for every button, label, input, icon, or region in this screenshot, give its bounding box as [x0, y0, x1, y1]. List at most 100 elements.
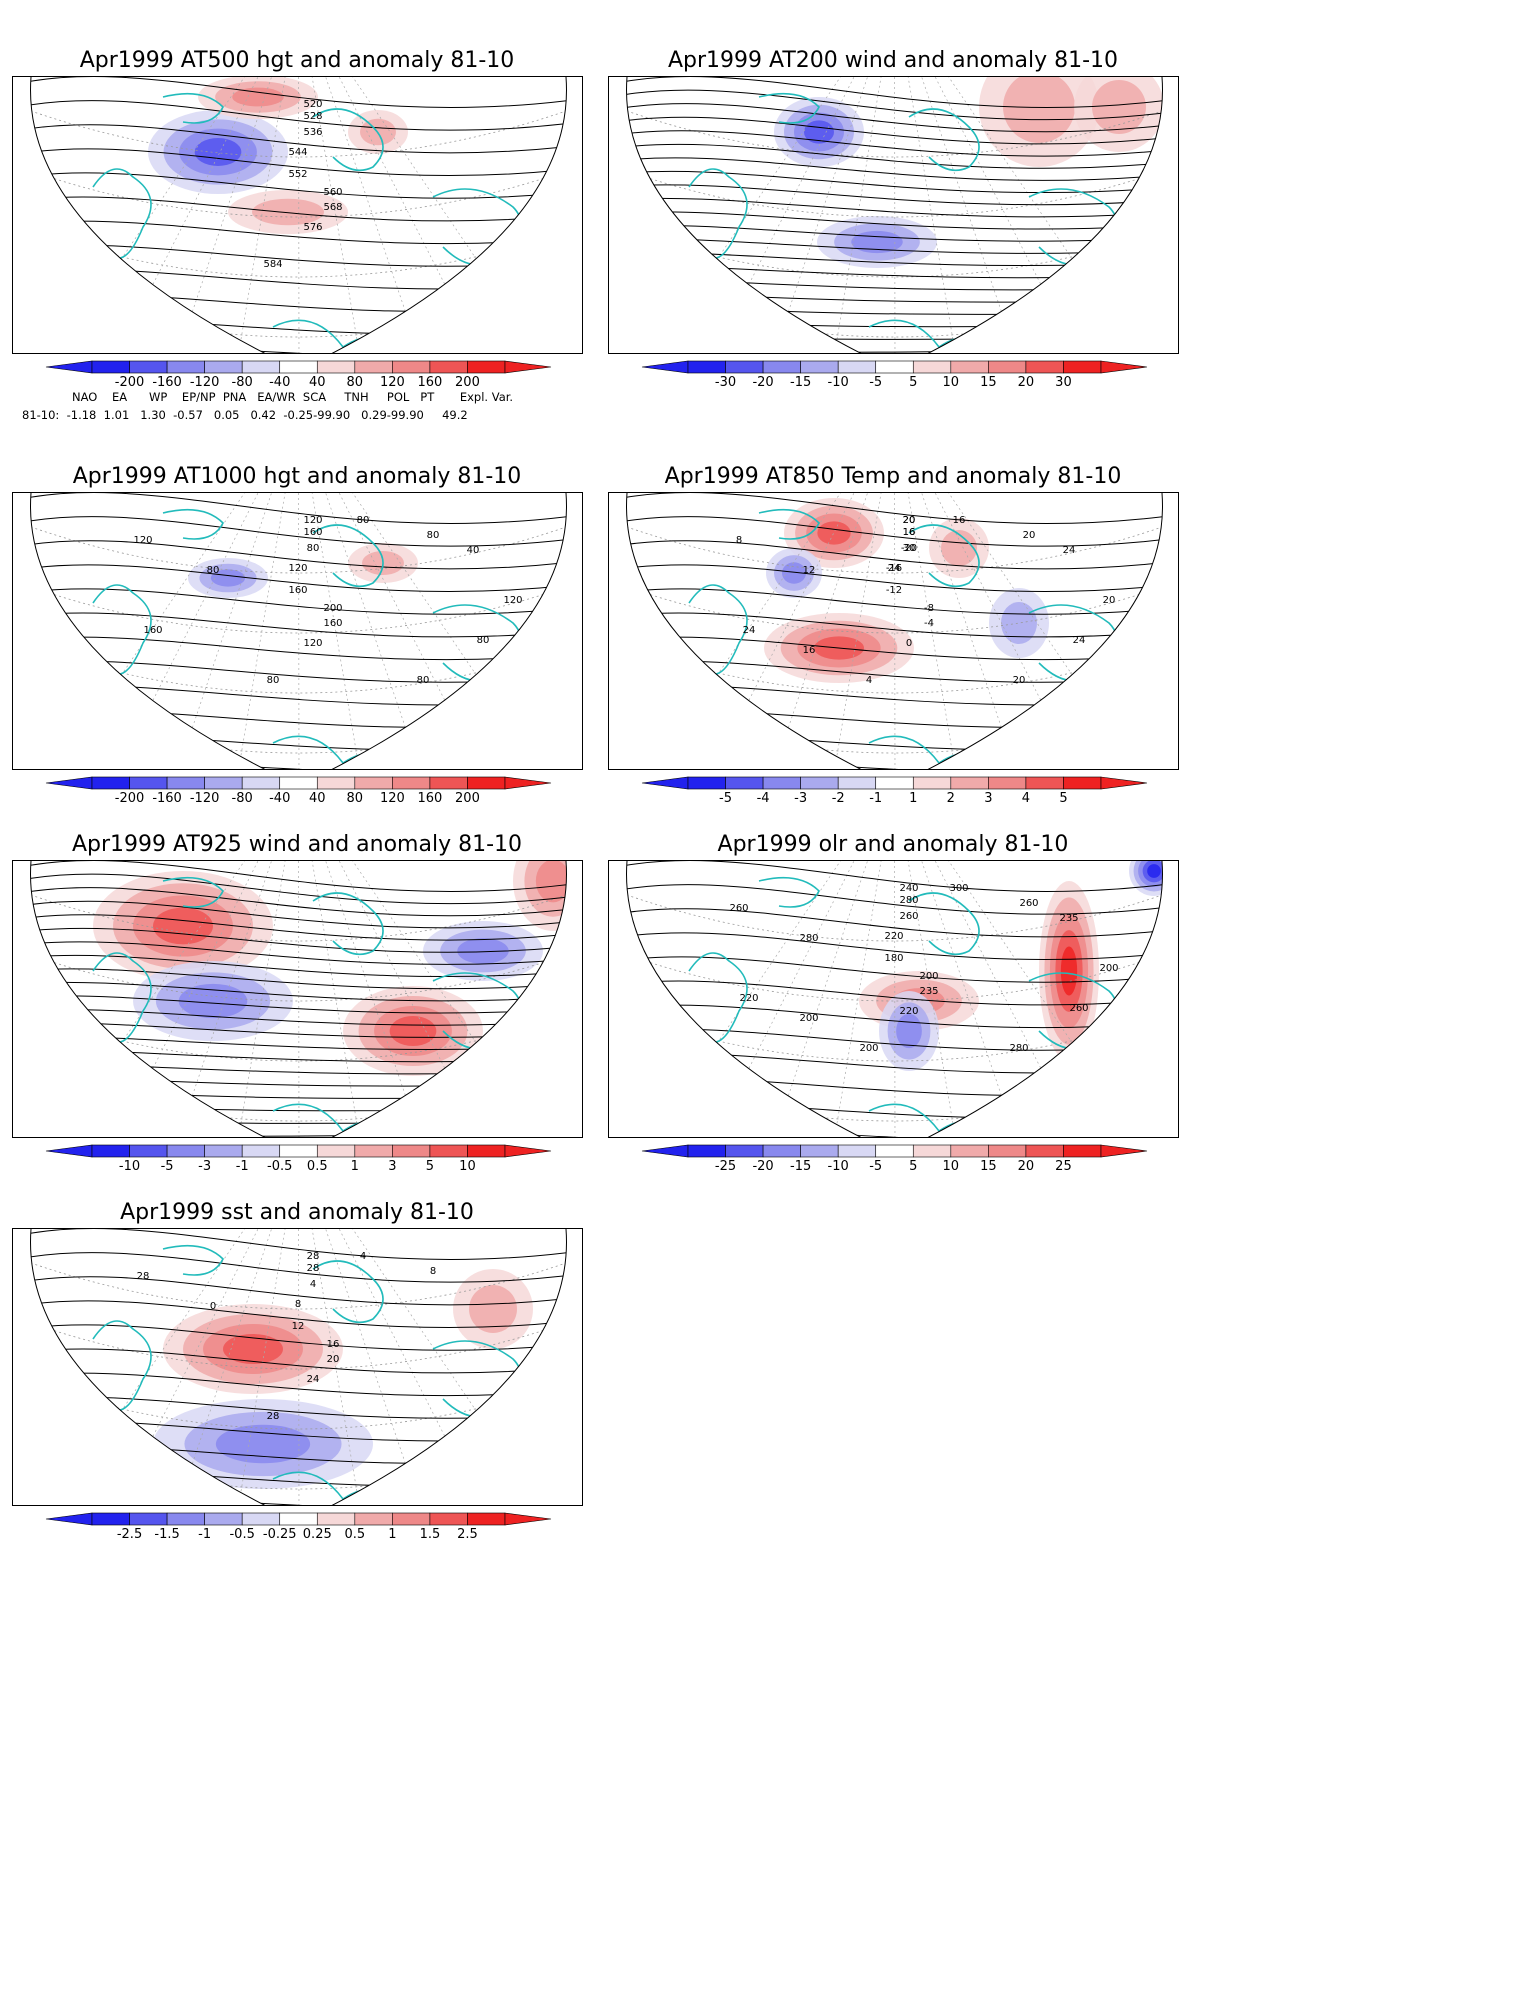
olr-contour-line	[626, 932, 1163, 961]
at500-colorbar-segment	[354, 360, 393, 374]
at925-latitude-line	[30, 1060, 567, 1122]
at1000-contour-label: 80	[427, 530, 440, 541]
at1000-contour-line	[30, 540, 567, 570]
at500-contour-label: 544	[288, 147, 307, 158]
at850-contour-label: 24	[1073, 635, 1086, 646]
at850-contour-label: 20	[903, 515, 916, 526]
at925-contour-line	[30, 887, 567, 917]
olr-contour-label: 220	[884, 931, 903, 942]
at1000-colorbar-tick-label: -40	[269, 791, 291, 806]
olr-colorbar-segment	[837, 1144, 877, 1158]
at500-contour-line	[30, 196, 567, 222]
at1000-colorbar-high-arrow	[504, 776, 552, 790]
at1000-colorbar-segment	[91, 776, 130, 790]
at850-colorbar-segment	[687, 776, 726, 790]
at200-contour-line	[626, 157, 1163, 181]
at850-colorbar-tick-label: -3	[794, 791, 808, 806]
at925-contour-line	[30, 873, 567, 905]
at1000-meridian-line	[42, 493, 299, 769]
at500-contour-line	[30, 77, 567, 108]
at925-coastline	[162, 876, 224, 908]
olr-contour-label: 260	[1019, 898, 1038, 909]
at1000-contour-line	[30, 636, 567, 661]
at1000-colorbar-segment	[316, 776, 356, 790]
map-at500: 520 528 536 544 552 560 568 576 584	[12, 76, 583, 354]
sst-colorbar-segment	[279, 1512, 318, 1526]
at925-colorbar-segment	[166, 1144, 205, 1158]
at1000-coastline	[52, 584, 152, 675]
at850-colorbar-segment	[950, 776, 989, 790]
olr-coastline	[758, 876, 820, 908]
at1000-contour-label: 160	[303, 527, 322, 538]
at200-colorbar-segment	[912, 360, 952, 374]
olr-meridian-line	[830, 861, 895, 1137]
at1000-contour-label: 80	[357, 515, 370, 526]
olr-colorbar-tick-label: 20	[1017, 1159, 1035, 1174]
sst-meridian-line	[106, 1229, 299, 1505]
sst-projection-boundary	[30, 1229, 567, 1505]
at200-contour-line	[626, 116, 1163, 145]
at500-colorbar-segment	[241, 360, 281, 374]
at850-contour-label: -8	[924, 603, 934, 614]
at850-colorbar-tick-label: 3	[984, 791, 993, 806]
olr-colorbar-svg	[641, 1144, 1148, 1158]
olr-colorbar-tick-label: -15	[790, 1159, 812, 1174]
at500-contour-label: 536	[303, 127, 322, 138]
at500-contour-label: 528	[303, 111, 322, 122]
at1000-colorbar-segment	[204, 776, 243, 790]
at200-contour-line	[626, 170, 1163, 194]
at200-map-svg	[626, 77, 1163, 353]
at925-plot-area	[30, 861, 567, 1137]
at500-colorbar-tick-label: 120	[379, 375, 405, 390]
at1000-colorbar-segment	[279, 776, 318, 790]
at925-colorbar-tick-label: 10	[459, 1159, 476, 1174]
at850-contour-label: 4	[866, 675, 872, 686]
at500-contour-line	[30, 244, 567, 267]
olr-latitude-line	[626, 880, 1163, 942]
at200-contour-line	[626, 130, 1163, 157]
sst-colorbar-tick-label: 1.5	[419, 1527, 441, 1542]
at200-contour-line	[626, 103, 1163, 133]
at1000-contour-label: 200	[323, 603, 342, 614]
at500-colorbar-tick-label: -160	[152, 375, 182, 390]
at925-colorbar-svg	[45, 1144, 552, 1158]
at925-contour-line	[30, 1110, 567, 1124]
at1000-colorbar-tick-label: 200	[455, 791, 480, 806]
at200-colorbar-tick-label: 15	[980, 375, 997, 390]
sst-contour-label: 4	[310, 1279, 316, 1290]
at925-anomaly-pos-0-lvl3	[153, 907, 213, 945]
colorbar-at850: -5 -4 -3 -2 -1 1 2 3 4 5	[641, 776, 1148, 807]
at850-anomaly-neg-3-lvl1	[1001, 602, 1037, 644]
sst-meridian-line	[298, 1229, 300, 1505]
colorbar-at1000: -200 -160 -120 -80 -40 40 80 120 160 200	[45, 776, 552, 807]
at1000-contour-label: 120	[133, 535, 152, 546]
sst-meridian-line	[234, 1229, 299, 1505]
sst-anomaly-pos-2-lvl1	[469, 1285, 517, 1333]
olr-contour-label: 180	[884, 953, 903, 964]
at850-contour-line	[626, 493, 1163, 524]
at1000-colorbar-tick-label: 160	[417, 791, 443, 806]
at1000-contour-label: 160	[143, 625, 162, 636]
at850-contour-label: 0	[906, 638, 912, 649]
olr-contour-label: 220	[739, 993, 758, 1004]
olr-contour-label: 200	[919, 971, 938, 982]
at200-colorbar-segment	[762, 360, 801, 374]
at850-colorbar-segment	[1063, 776, 1102, 790]
at850-contour-label: 30	[903, 543, 916, 554]
olr-projection-boundary	[626, 861, 1163, 1137]
olr-colorbar-segment	[912, 1144, 952, 1158]
olr-meridian-line	[894, 861, 896, 1137]
sst-contour-label: 24	[307, 1374, 320, 1385]
at1000-meridian-line	[106, 493, 299, 769]
olr-colorbar-tick-label: 5	[909, 1159, 918, 1174]
olr-contour-label: 280	[899, 895, 918, 906]
sst-contour-line	[30, 1229, 567, 1260]
at1000-colorbar-low-arrow	[45, 776, 93, 790]
at200-contour-line	[626, 143, 1163, 169]
at500-colorbar-tick-label: -80	[231, 375, 253, 390]
sst-contour-line	[30, 1324, 567, 1351]
at850-colorbar-tick-label: 5	[1059, 791, 1068, 806]
at1000-meridian-line	[234, 493, 299, 769]
olr-colorbar-high-arrow	[1100, 1144, 1148, 1158]
at1000-coastline	[312, 524, 384, 588]
